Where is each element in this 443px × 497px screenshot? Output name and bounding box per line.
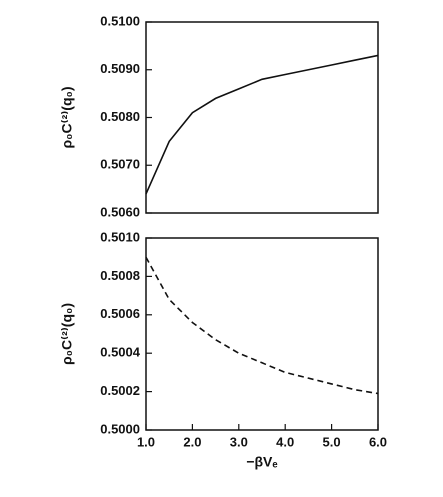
plot-frame — [145, 237, 379, 431]
y-tick-label: 0.5004 — [100, 345, 141, 360]
x-tick-label: 2.0 — [183, 434, 201, 449]
y-tick-label: 0.5060 — [100, 204, 140, 219]
y-tick-label: 0.5002 — [100, 383, 140, 398]
y-tick-label: 0.5000 — [100, 421, 140, 436]
y-axis-label: ρ₀C⁽²⁾(q₀) — [59, 87, 75, 149]
data-line — [145, 54, 379, 195]
x-tick-label: 6.0 — [369, 434, 387, 449]
x-tick-label: 5.0 — [323, 434, 341, 449]
x-tick-label: 1.0 — [137, 434, 155, 449]
y-axis-label: ρ₀C⁽²⁾(q₀) — [59, 303, 75, 365]
y-tick-label: 0.5070 — [100, 157, 140, 172]
y-tick-label: 0.5080 — [100, 109, 140, 124]
y-tick-label: 0.5010 — [100, 229, 140, 244]
y-tick-label: 0.5090 — [100, 61, 140, 76]
y-tick-label: 0.5100 — [100, 13, 140, 28]
x-tick-label: 3.0 — [230, 434, 248, 449]
plot-frame — [145, 21, 379, 214]
x-axis-label: −βVₑ — [246, 454, 277, 470]
data-line — [145, 256, 379, 395]
y-tick-label: 0.5006 — [100, 306, 140, 321]
y-tick-label: 0.5008 — [100, 268, 140, 283]
x-tick-label: 4.0 — [276, 434, 294, 449]
